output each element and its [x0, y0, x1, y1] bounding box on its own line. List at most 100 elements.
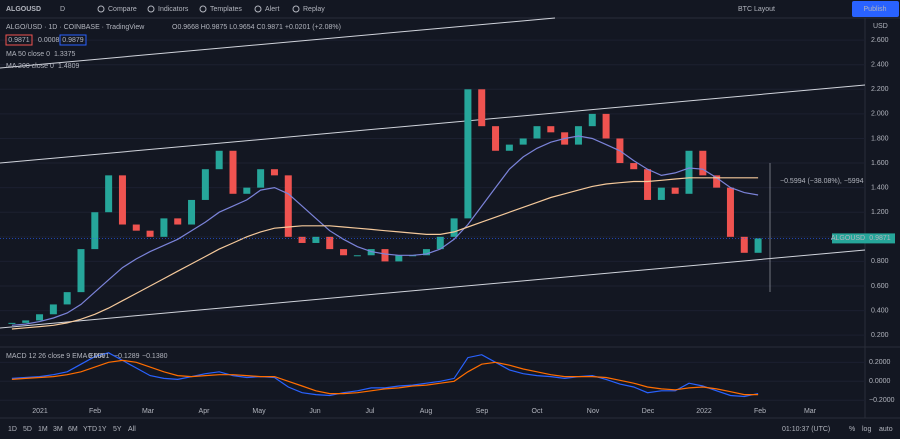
log-toggle[interactable]: log — [862, 426, 871, 433]
candle — [450, 218, 458, 237]
candle — [533, 126, 541, 139]
ask: 0.9879 — [62, 37, 84, 44]
ma50-value: 1.3375 — [54, 51, 76, 58]
price-tick-label: 1.600 — [871, 160, 889, 167]
toolbar-button[interactable]: Indicators — [158, 6, 189, 13]
candle — [77, 249, 85, 293]
bid: 0.9871 — [8, 37, 30, 44]
candle — [146, 230, 154, 237]
macd-value: −0.1289 — [114, 353, 140, 360]
candle — [63, 292, 71, 305]
time-label: 2021 — [32, 408, 48, 415]
macd-tick-label: 0.0000 — [869, 378, 891, 385]
last-price-box — [865, 233, 895, 244]
candle — [657, 187, 665, 200]
toolbar-button[interactable]: Templates — [210, 6, 242, 13]
range-button[interactable]: All — [128, 426, 136, 433]
candle — [118, 175, 126, 225]
candle — [602, 113, 610, 139]
candle — [436, 236, 444, 250]
publish-button[interactable] — [852, 1, 899, 17]
layout-name[interactable]: BTC Layout — [738, 6, 775, 13]
candle — [726, 187, 734, 237]
range-button[interactable]: 1Y — [98, 426, 107, 433]
candle — [492, 126, 500, 151]
bid-box — [5, 34, 33, 46]
candle — [671, 187, 679, 194]
candle — [36, 314, 44, 321]
toolbar-button[interactable]: Replay — [303, 6, 325, 13]
candle — [422, 249, 430, 256]
time-label: 2022 — [696, 408, 712, 415]
price-tick-label: 2.400 — [871, 62, 889, 69]
candle — [519, 138, 527, 145]
range-button[interactable]: 1M — [38, 426, 48, 433]
trend-line — [0, 84, 866, 164]
ma200-label: MA 200 close 0 — [6, 63, 54, 70]
candle — [740, 236, 748, 253]
time-label: Feb — [754, 408, 766, 415]
candle — [105, 175, 113, 213]
macd-line — [11, 352, 759, 398]
candle — [312, 236, 320, 243]
button-icon — [254, 5, 262, 13]
candle — [298, 236, 306, 243]
candle — [340, 249, 348, 256]
candle — [754, 238, 762, 253]
legend-title: ALGO/USD · 1D · COINBASE · TradingView — [6, 24, 145, 31]
percent-toggle[interactable]: % — [849, 426, 855, 433]
time-label: Jul — [366, 408, 375, 415]
range-button[interactable]: 5D — [23, 426, 32, 433]
price-tick-label: 2.600 — [871, 37, 889, 44]
range-button[interactable]: 6M — [68, 426, 78, 433]
candle — [188, 199, 196, 225]
toolbar-button[interactable]: Compare — [108, 6, 137, 13]
time-label: Mar — [142, 408, 155, 415]
time-label: Oct — [532, 408, 543, 415]
signal-line — [11, 359, 759, 396]
range-button[interactable]: 1D — [8, 426, 17, 433]
ma50-label: MA 50 close 0 — [6, 51, 50, 58]
button-icon — [147, 5, 155, 13]
price-tick-label: 2.200 — [871, 86, 889, 93]
candle — [713, 175, 721, 188]
ma200-line — [11, 177, 759, 330]
time-label: Jun — [309, 408, 320, 415]
candle — [464, 89, 472, 219]
time-label: Apr — [199, 408, 211, 415]
toolbar-button[interactable]: Alert — [265, 6, 279, 13]
range-button[interactable]: YTD — [83, 426, 97, 433]
symbol[interactable]: ALGOUSD — [6, 6, 41, 13]
candle — [132, 224, 140, 231]
last-price: 0.9871 — [869, 235, 891, 242]
candle — [326, 236, 334, 250]
candle — [174, 218, 182, 225]
publish-label[interactable]: Publish — [864, 6, 887, 13]
candle — [478, 89, 486, 127]
time-label: Aug — [420, 408, 433, 415]
interval[interactable]: D — [60, 6, 65, 13]
candle — [284, 175, 292, 237]
button-icon — [97, 5, 105, 13]
time-label: Feb — [89, 408, 101, 415]
candle — [22, 320, 30, 323]
ask-box — [59, 34, 87, 46]
time-label: Sep — [476, 408, 489, 415]
candle — [547, 126, 555, 133]
macd-label: MACD 12 26 close 9 EMA EMA — [6, 353, 104, 360]
price-tick-label: 0.800 — [871, 258, 889, 265]
time-label: Mar — [804, 408, 817, 415]
time-label: Nov — [587, 408, 600, 415]
currency: USD — [873, 23, 888, 30]
auto-toggle[interactable]: auto — [879, 426, 893, 433]
candle — [395, 255, 403, 262]
range-button[interactable]: 5Y — [113, 426, 122, 433]
legend-ohlc: O0.9668 H0.9875 L0.9654 C0.9871 +0.0201 … — [172, 24, 341, 31]
macd-tick-label: 0.2000 — [869, 359, 891, 366]
macd-value: −0.1380 — [142, 353, 168, 360]
price-tick-label: 1.200 — [871, 209, 889, 216]
macd-tick-label: −0.2000 — [869, 397, 895, 404]
range-button[interactable]: 3M — [53, 426, 63, 433]
